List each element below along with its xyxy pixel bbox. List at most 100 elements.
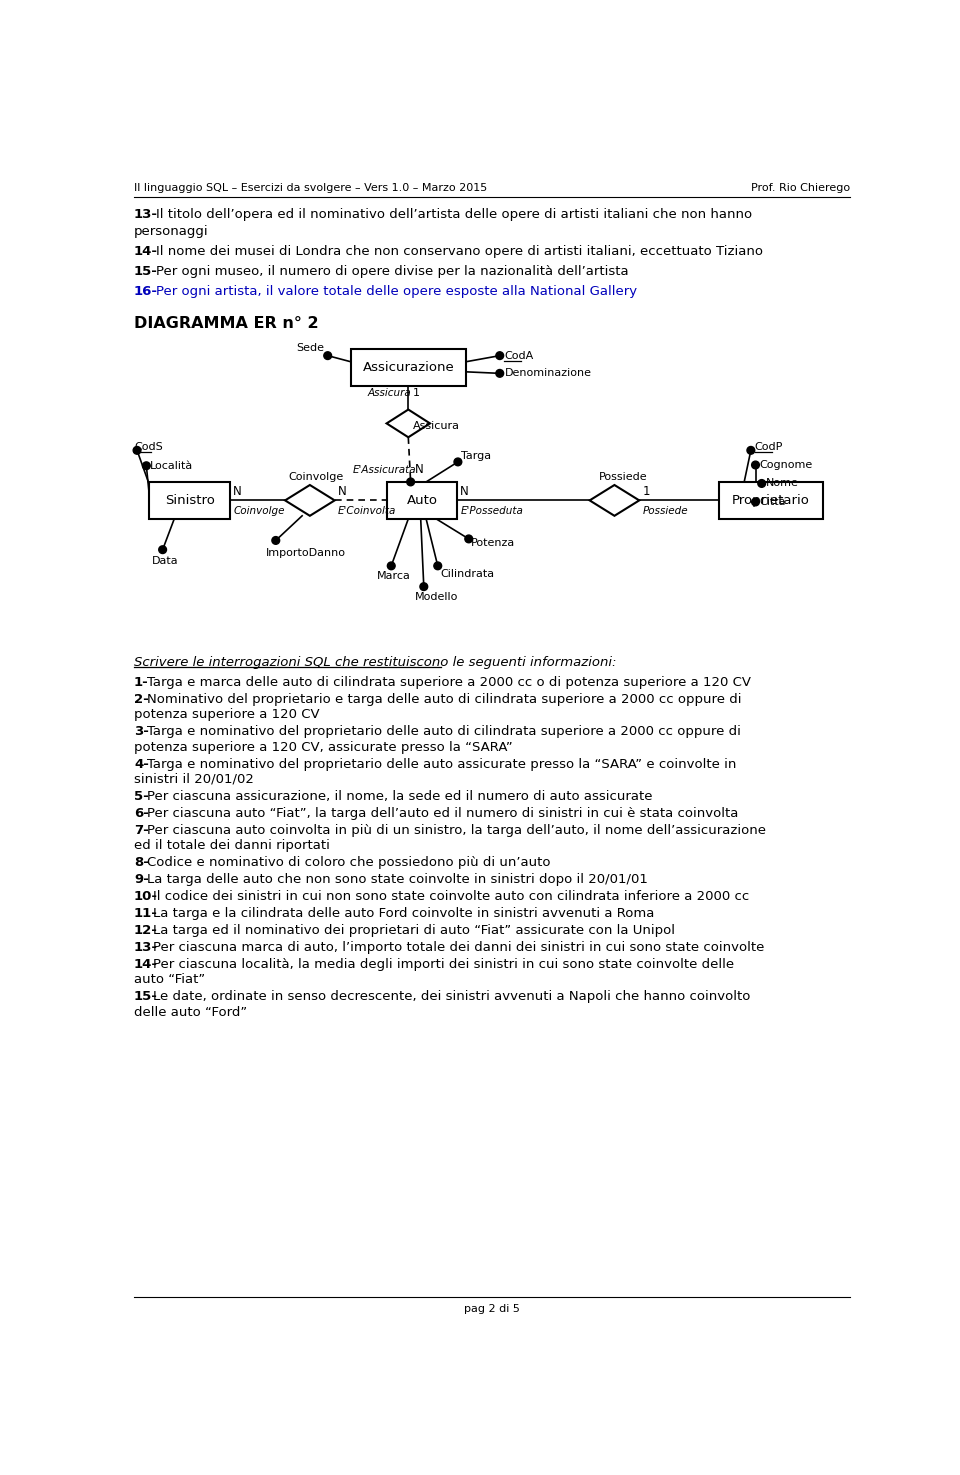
Text: E'Coinvolta: E'Coinvolta xyxy=(338,506,396,516)
Text: 9-: 9- xyxy=(134,873,149,886)
Text: Sinistro: Sinistro xyxy=(165,494,215,507)
Circle shape xyxy=(420,583,427,590)
Text: Targa e nominativo del proprietario delle auto assicurate presso la “SARA” e coi: Targa e nominativo del proprietario dell… xyxy=(147,758,736,770)
Text: Data: Data xyxy=(152,556,179,566)
Text: E'Assicurata: E'Assicurata xyxy=(352,465,416,475)
Polygon shape xyxy=(285,485,335,516)
Circle shape xyxy=(752,499,759,506)
Text: Per ogni museo, il numero di opere divise per la nazionalità dell’artista: Per ogni museo, il numero di opere divis… xyxy=(156,266,628,277)
Text: CodP: CodP xyxy=(755,441,783,451)
Text: 13-: 13- xyxy=(134,941,158,954)
Text: sinistri il 20/01/02: sinistri il 20/01/02 xyxy=(134,773,253,786)
Text: N: N xyxy=(415,463,423,476)
Text: Nome: Nome xyxy=(765,478,799,488)
Text: personaggi: personaggi xyxy=(134,224,208,237)
Text: Possiede: Possiede xyxy=(642,506,688,516)
Text: Targa e marca delle auto di cilindrata superiore a 2000 cc o di potenza superior: Targa e marca delle auto di cilindrata s… xyxy=(147,676,751,689)
Circle shape xyxy=(158,546,166,553)
Text: Il nome dei musei di Londra che non conservano opere di artisti italiani, eccett: Il nome dei musei di Londra che non cons… xyxy=(156,245,762,258)
Text: 2-: 2- xyxy=(134,693,149,707)
Text: E'Posseduta: E'Posseduta xyxy=(461,506,524,516)
Text: 15-: 15- xyxy=(134,990,157,1003)
Circle shape xyxy=(465,535,472,543)
Text: Modello: Modello xyxy=(415,591,458,602)
Text: N: N xyxy=(460,485,468,497)
Text: Sede: Sede xyxy=(297,344,324,353)
Text: La targa delle auto che non sono state coinvolte in sinistri dopo il 20/01/01: La targa delle auto che non sono state c… xyxy=(147,873,648,886)
Circle shape xyxy=(752,462,759,469)
Polygon shape xyxy=(387,410,430,437)
FancyBboxPatch shape xyxy=(388,482,457,519)
Text: Cilindrata: Cilindrata xyxy=(440,568,494,578)
Circle shape xyxy=(272,537,279,544)
Text: 7-: 7- xyxy=(134,825,149,836)
Text: Auto: Auto xyxy=(407,494,438,507)
Text: Cognome: Cognome xyxy=(759,460,812,471)
Text: auto “Fiat”: auto “Fiat” xyxy=(134,974,205,987)
Text: Per ciascuna auto coinvolta in più di un sinistro, la targa dell’auto, il nome d: Per ciascuna auto coinvolta in più di un… xyxy=(147,825,766,836)
Text: 5-: 5- xyxy=(134,791,149,802)
Circle shape xyxy=(388,562,396,569)
Text: 12-: 12- xyxy=(134,923,157,937)
Text: Per ciascuna marca di auto, l’importo totale dei danni dei sinistri in cui sono : Per ciascuna marca di auto, l’importo to… xyxy=(153,941,764,954)
Text: delle auto “Ford”: delle auto “Ford” xyxy=(134,1006,248,1019)
Text: 1-: 1- xyxy=(134,676,149,689)
Text: Potenza: Potenza xyxy=(471,538,516,547)
Text: 14-: 14- xyxy=(134,245,158,258)
Text: Per ciascuna assicurazione, il nome, la sede ed il numero di auto assicurate: Per ciascuna assicurazione, il nome, la … xyxy=(147,791,653,802)
Text: Il linguaggio SQL – Esercizi da svolgere – Vers 1.0 – Marzo 2015: Il linguaggio SQL – Esercizi da svolgere… xyxy=(134,183,487,193)
Text: ed il totale dei danni riportati: ed il totale dei danni riportati xyxy=(134,839,330,853)
FancyBboxPatch shape xyxy=(719,482,824,519)
Text: Scrivere le interrogazioni SQL che restituiscono le seguenti informazioni:: Scrivere le interrogazioni SQL che resti… xyxy=(134,656,616,670)
Text: Assicura: Assicura xyxy=(413,422,460,432)
Text: 13-: 13- xyxy=(134,208,158,221)
Text: Per ciascuna auto “Fiat”, la targa dell’auto ed il numero di sinistri in cui è s: Per ciascuna auto “Fiat”, la targa dell’… xyxy=(147,807,738,820)
Text: Coinvolge: Coinvolge xyxy=(233,506,285,516)
Text: Località: Località xyxy=(150,460,194,471)
Circle shape xyxy=(496,370,504,378)
Text: potenza superiore a 120 CV, assicurate presso la “SARA”: potenza superiore a 120 CV, assicurate p… xyxy=(134,740,513,754)
Circle shape xyxy=(747,447,755,454)
Text: 11-: 11- xyxy=(134,907,157,920)
Circle shape xyxy=(142,462,150,469)
Circle shape xyxy=(434,562,442,569)
Text: 8-: 8- xyxy=(134,855,149,869)
Circle shape xyxy=(757,479,765,487)
Text: Per ciascuna località, la media degli importi dei sinistri in cui sono state coi: Per ciascuna località, la media degli im… xyxy=(153,957,733,971)
Text: CodA: CodA xyxy=(504,351,534,361)
FancyBboxPatch shape xyxy=(351,350,466,386)
Text: 3-: 3- xyxy=(134,726,149,739)
Text: CodS: CodS xyxy=(134,441,162,451)
Text: Denominazione: Denominazione xyxy=(504,369,591,379)
Text: 16-: 16- xyxy=(134,285,158,298)
Text: Per ogni artista, il valore totale delle opere esposte alla National Gallery: Per ogni artista, il valore totale delle… xyxy=(156,285,636,298)
Text: N: N xyxy=(233,485,242,497)
Text: Assicurazione: Assicurazione xyxy=(363,361,454,375)
FancyBboxPatch shape xyxy=(149,482,230,519)
Text: 6-: 6- xyxy=(134,807,149,820)
Text: Il codice dei sinistri in cui non sono state coinvolte auto con cilindrata infer: Il codice dei sinistri in cui non sono s… xyxy=(153,889,749,903)
Circle shape xyxy=(133,447,141,454)
Text: Possiede: Possiede xyxy=(599,472,648,482)
Text: Proprietario: Proprietario xyxy=(732,494,810,507)
Text: Targa e nominativo del proprietario delle auto di cilindrata superiore a 2000 cc: Targa e nominativo del proprietario dell… xyxy=(147,726,741,739)
Polygon shape xyxy=(589,485,639,516)
Circle shape xyxy=(454,459,462,466)
Text: La targa e la cilindrata delle auto Ford coinvolte in sinistri avvenuti a Roma: La targa e la cilindrata delle auto Ford… xyxy=(153,907,654,920)
Text: DIAGRAMMA ER n° 2: DIAGRAMMA ER n° 2 xyxy=(134,316,319,330)
Text: N: N xyxy=(338,485,347,497)
Circle shape xyxy=(324,353,331,360)
Text: Le date, ordinate in senso decrescente, dei sinistri avvenuti a Napoli che hanno: Le date, ordinate in senso decrescente, … xyxy=(153,990,750,1003)
Circle shape xyxy=(496,353,504,360)
Text: 15-: 15- xyxy=(134,266,157,277)
Text: 14-: 14- xyxy=(134,957,158,971)
Text: pag 2 di 5: pag 2 di 5 xyxy=(464,1304,520,1314)
Text: 1: 1 xyxy=(642,485,650,497)
Text: Marca: Marca xyxy=(377,571,411,581)
Text: Codice e nominativo di coloro che possiedono più di un’auto: Codice e nominativo di coloro che possie… xyxy=(147,855,551,869)
Text: 1: 1 xyxy=(413,388,420,398)
Text: Il titolo dell’opera ed il nominativo dell’artista delle opere di artisti italia: Il titolo dell’opera ed il nominativo de… xyxy=(156,208,752,221)
Text: 10-: 10- xyxy=(134,889,158,903)
Text: Coinvolge: Coinvolge xyxy=(288,472,344,482)
Text: Prof. Rio Chierego: Prof. Rio Chierego xyxy=(751,183,850,193)
